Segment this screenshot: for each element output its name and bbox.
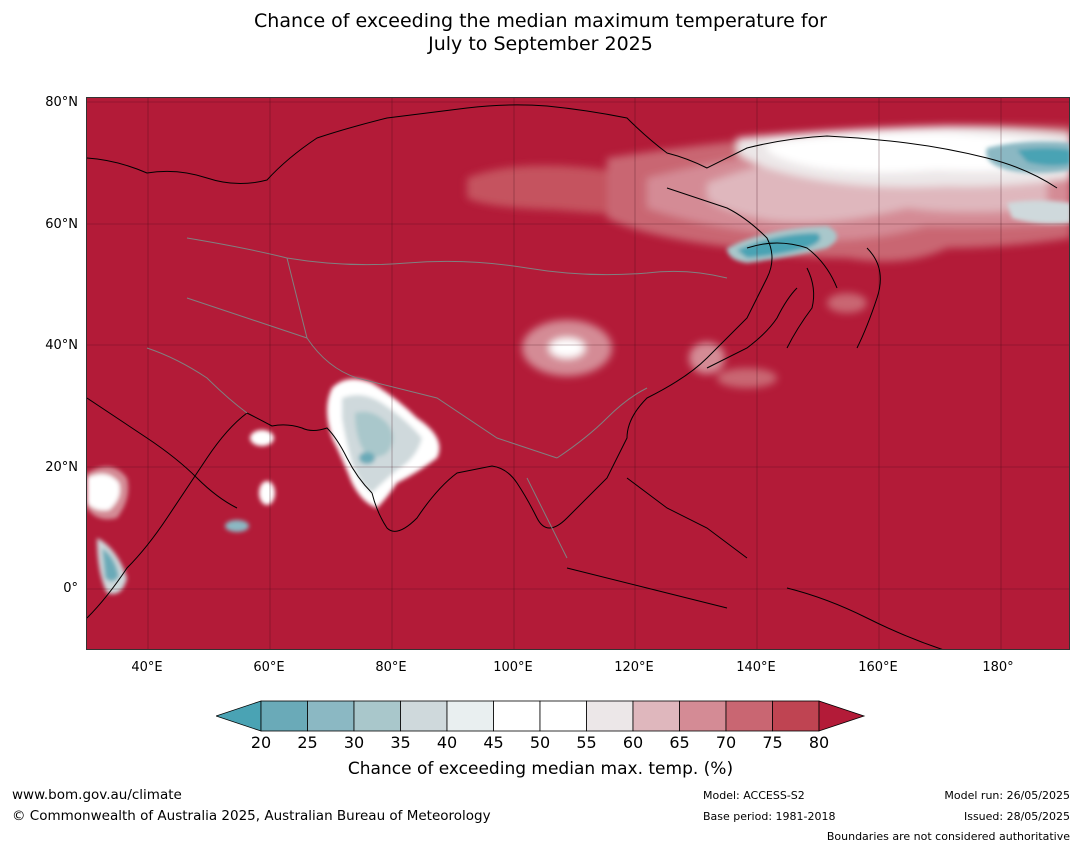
title-line-1: Chance of exceeding the median maximum t… xyxy=(254,10,827,32)
lon-label-80e: 80°E xyxy=(375,660,407,675)
footer-base-period: Base period: 1981-2018 xyxy=(703,810,836,823)
colorbar-segment xyxy=(446,700,494,732)
lon-label-100e: 100°E xyxy=(493,660,533,675)
lon-label-160e: 160°E xyxy=(858,660,898,675)
colorbar-arrow-low xyxy=(216,700,262,732)
lon-label-140e: 140°E xyxy=(736,660,776,675)
cool-anomaly-patches xyxy=(727,141,1069,263)
footer-issued: Issued: 28/05/2025 xyxy=(963,810,1070,823)
footer-copyright: © Commonwealth of Australia 2025, Austra… xyxy=(12,808,491,824)
colorbar-tick-label: 80 xyxy=(808,733,830,752)
china-anomaly xyxy=(522,293,867,388)
colorbar-segment xyxy=(539,700,587,732)
probability-map xyxy=(87,98,1069,649)
coastlines xyxy=(87,104,1058,649)
lon-label-180: 180° xyxy=(982,660,1014,675)
india-anomaly xyxy=(327,379,440,508)
footer-model: Model: ACCESS-S2 xyxy=(703,789,805,802)
colorbar-tick-label: 55 xyxy=(576,733,597,752)
lat-label-0: 0° xyxy=(63,581,78,596)
colorbar-tick-label: 70 xyxy=(715,733,737,752)
colorbar-segment xyxy=(260,700,308,732)
lat-label-20n: 20°N xyxy=(45,460,78,475)
colorbar-label: Chance of exceeding median max. temp. (%… xyxy=(347,759,734,779)
colorbar-tick-label: 35 xyxy=(390,733,411,752)
colorbar-segment xyxy=(586,700,634,732)
colorbar-tick-label: 40 xyxy=(436,733,458,752)
colorbar-arrow-high xyxy=(818,700,866,732)
colorbar-segment xyxy=(493,700,541,732)
lat-label-60n: 60°N xyxy=(45,217,78,232)
africa-anomaly xyxy=(87,430,275,594)
colorbar-segment xyxy=(400,700,448,732)
title-line-2: July to September 2025 xyxy=(428,33,653,55)
lat-label-80n: 80°N xyxy=(45,95,78,110)
map-panel xyxy=(86,97,1070,650)
colorbar xyxy=(216,700,866,732)
colorbar-tick-label: 25 xyxy=(297,733,318,752)
lon-label-120e: 120°E xyxy=(614,660,654,675)
colorbar-tick-label: 65 xyxy=(669,733,690,752)
colorbar-segment xyxy=(725,700,773,732)
colorbar-segment xyxy=(772,700,820,732)
country-borders xyxy=(146,237,728,559)
colorbar-segment xyxy=(679,700,727,732)
footer-website[interactable]: www.bom.gov.au/climate xyxy=(12,787,182,803)
colorbar-tick-label: 50 xyxy=(529,733,551,752)
lon-label-40e: 40°E xyxy=(131,660,163,675)
colorbar-segment xyxy=(353,700,401,732)
colorbar-tick-label: 30 xyxy=(343,733,365,752)
siberia-anomaly xyxy=(467,124,1069,262)
colorbar-tick-label: 20 xyxy=(250,733,272,752)
colorbar-tick-label: 60 xyxy=(622,733,644,752)
lat-label-40n: 40°N xyxy=(45,338,78,353)
lon-label-60e: 60°E xyxy=(253,660,285,675)
map-title: Chance of exceeding the median maximum t… xyxy=(0,10,1081,56)
colorbar-segment xyxy=(632,700,680,732)
colorbar-tick-label: 75 xyxy=(762,733,783,752)
footer-model-run: Model run: 26/05/2025 xyxy=(944,789,1070,802)
footer-boundaries: Boundaries are not considered authoritat… xyxy=(826,830,1070,843)
colorbar-tick-label: 45 xyxy=(483,733,504,752)
graticule xyxy=(87,98,1069,649)
colorbar-segment xyxy=(307,700,355,732)
